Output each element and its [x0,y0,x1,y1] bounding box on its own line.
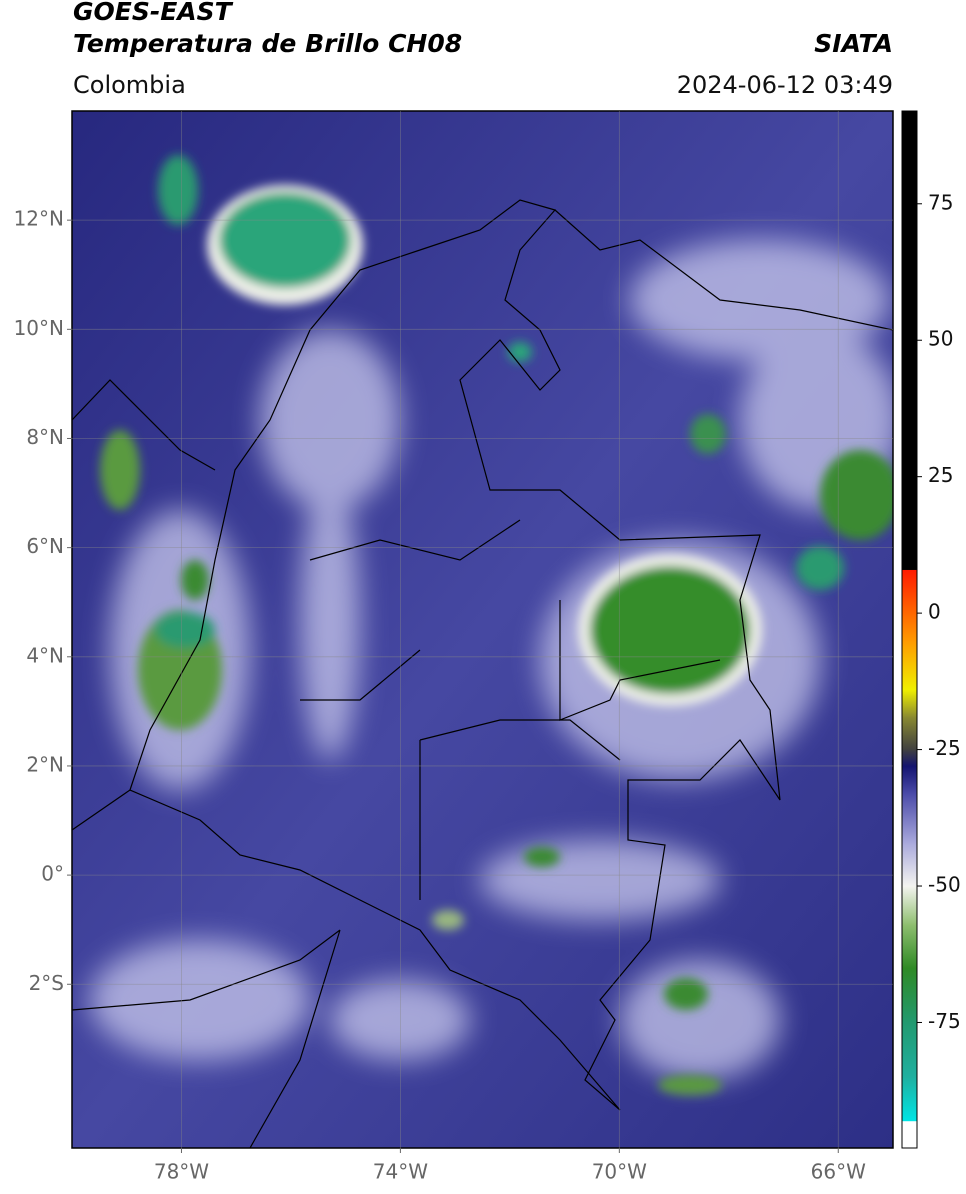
x-tick-label: 66°W [811,1160,866,1184]
colorbar-segment [902,749,917,767]
colorbar-segment [902,569,917,641]
colorbar-segment [902,842,917,887]
title: GOES-EAST [73,0,234,26]
colorbar-segment [902,886,917,925]
colorbar: -75 -50 -25 0 25 50 75 [902,111,961,1149]
borders [72,199,893,1148]
colorbar-tick-label: -75 [928,1009,961,1033]
colorbar-tick-label: -50 [928,873,961,897]
map-frame [71,110,894,1149]
colorbar-tick-label: -25 [928,736,961,760]
source: SIATA [814,29,893,58]
colorbar-segment [902,111,917,570]
cold-cloud-tops [100,155,893,1095]
y-tick-label: 4°N [26,643,64,667]
colorbar-segment [902,1120,917,1149]
colorbar-segment [902,1022,917,1078]
colorbar-segment [902,967,917,1023]
region: Colombia [73,71,186,99]
y-tick-label: 0° [41,862,64,886]
x-tick-label: 70°W [592,1160,647,1184]
y-tick-label: 2°S [29,971,64,995]
satellite-image [72,111,893,1148]
y-tick-label: 8°N [26,425,64,449]
colorbar-segment [902,640,917,691]
colorbar-tick-label: 0 [928,600,941,624]
x-tick-label: 78°W [154,1160,209,1184]
subtitle: Temperatura de Brillo CH08 [73,29,462,58]
y-tick-label: 6°N [26,534,64,558]
colorbar-segment [902,716,917,751]
x-tick-label: 74°W [373,1160,428,1184]
colorbar-tick-label: 75 [928,190,953,214]
datetime: 2024-06-12 03:49 [677,71,893,99]
colorbar-tick-label: 50 [928,327,953,351]
y-tick-label: 2°N [26,752,64,776]
colorbar-frame [901,110,918,1149]
y-tick-label: 10°N [14,316,64,340]
colorbar-segment [902,793,917,843]
colorbar-tick-label: 25 [928,463,953,487]
y-tick-label: 12°N [14,207,64,231]
colorbar-segment [902,689,917,718]
colorbar-segment [902,765,917,794]
colorbar-segment [902,1077,917,1122]
colorbar-segment [902,924,917,969]
